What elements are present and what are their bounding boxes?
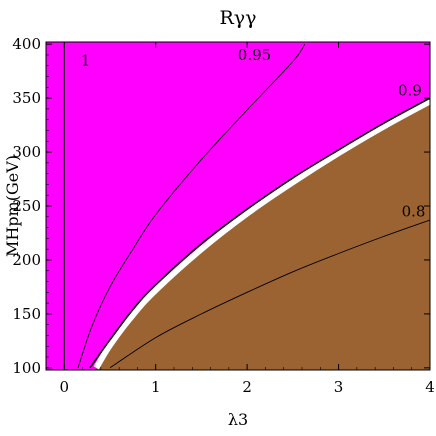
y-tick-label-2: 200 — [12, 251, 41, 269]
y-axis-ticks: 100 150 200 250 300 350 400 — [12, 35, 430, 377]
chart-title: Rγγ — [219, 7, 256, 29]
y-tick-label-3: 250 — [12, 197, 41, 215]
contour-label-3: 0.8 — [402, 202, 426, 220]
contour-labels: 1 0.95 0.9 0.8 — [81, 46, 426, 220]
y-axis-label: MHpm(GeV) — [3, 155, 22, 257]
y-tick-label-4: 300 — [12, 143, 41, 161]
x-tick-label-2: 2 — [242, 378, 252, 396]
x-tick-label-1: 1 — [151, 378, 161, 396]
contour-label-1: 0.95 — [238, 46, 271, 64]
contour-line-2 — [89, 97, 430, 369]
x-tick-label-0: 0 — [60, 378, 70, 396]
x-tick-label-3: 3 — [334, 378, 344, 396]
y-tick-label-6: 400 — [12, 35, 41, 53]
y-tick-label-1: 150 — [12, 305, 41, 323]
x-axis-label: λ3 — [228, 410, 248, 429]
contour-line-1 — [77, 43, 306, 368]
y-tick-label-0: 100 — [12, 359, 41, 377]
contour-label-0: 1 — [81, 51, 91, 69]
contour-label-2: 0.9 — [398, 82, 422, 100]
contour-line-3 — [109, 219, 430, 369]
x-tick-label-4: 4 — [425, 378, 435, 396]
plot-area — [46, 42, 430, 370]
y-tick-label-5: 350 — [12, 89, 41, 107]
contour-lines — [63, 43, 430, 369]
x-axis-ticks: 0 1 2 3 4 — [60, 42, 435, 396]
boundary-band — [93, 98, 430, 370]
region-below — [96, 101, 430, 370]
